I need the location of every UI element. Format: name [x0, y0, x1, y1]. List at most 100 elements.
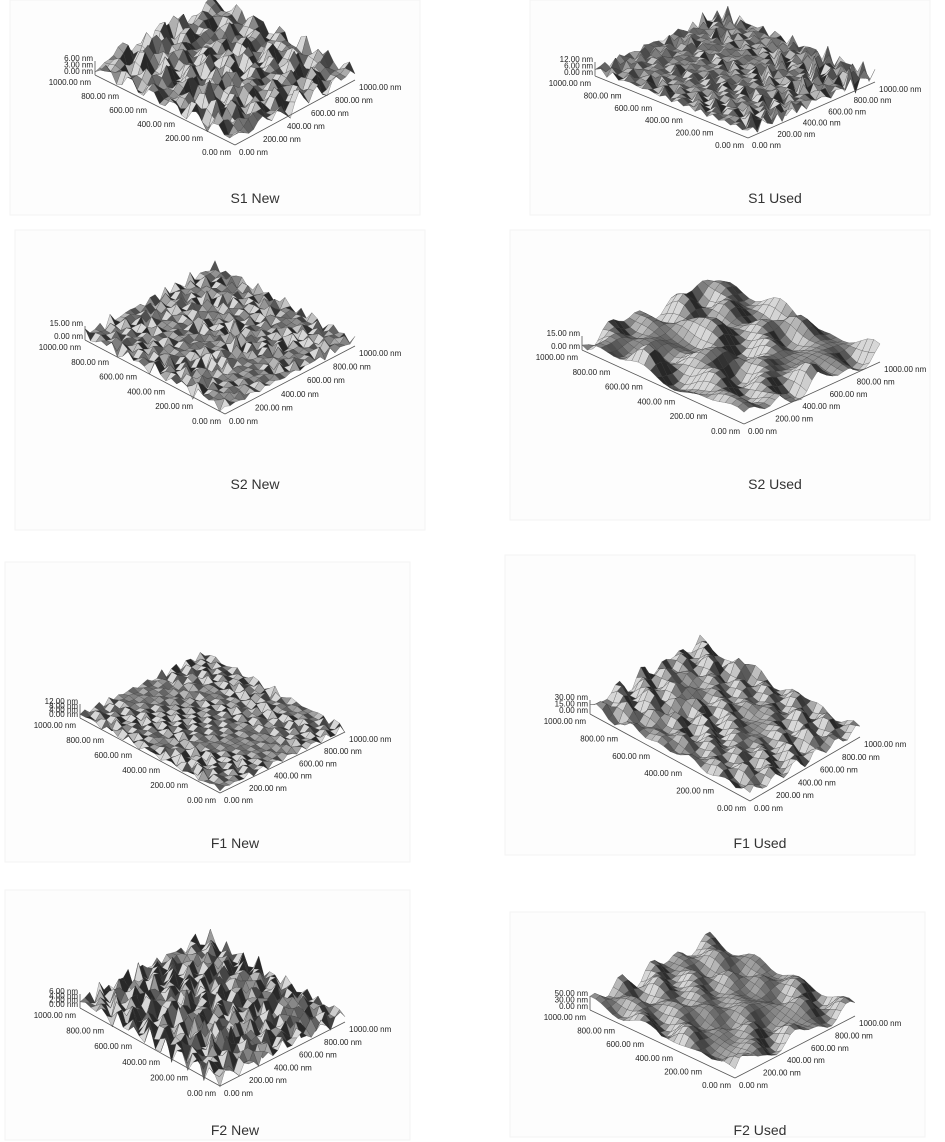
right-axis-label: 400.00 nm: [802, 402, 840, 411]
right-axis-label: 400.00 nm: [281, 390, 319, 399]
left-axis-label: 400.00 nm: [645, 116, 683, 125]
right-axis-label: 1000.00 nm: [359, 349, 402, 358]
left-axis-label: 0.00 nm: [187, 796, 216, 805]
left-axis-label: 600.00 nm: [94, 1042, 132, 1051]
right-axis-label: 800.00 nm: [324, 1038, 362, 1047]
left-axis-label: 200.00 nm: [150, 781, 188, 790]
left-axis-label: 0.00 nm: [187, 1089, 216, 1098]
panel-caption: S2 New: [230, 476, 280, 492]
left-axis-label: 600.00 nm: [99, 373, 137, 382]
z-axis-label: 0.00 nm: [559, 706, 588, 715]
right-axis-label: 200.00 nm: [776, 791, 814, 800]
right-axis-label: 400.00 nm: [798, 778, 836, 787]
left-axis-label: 200.00 nm: [165, 134, 203, 143]
left-axis-label: 800.00 nm: [81, 92, 119, 101]
right-axis-label: 200.00 nm: [777, 130, 815, 139]
left-axis-label: 800.00 nm: [580, 734, 618, 743]
afm-panel: 1000.00 nm800.00 nm600.00 nm400.00 nm200…: [510, 912, 925, 1138]
left-axis-label: 1000.00 nm: [34, 721, 77, 730]
left-axis-label: 0.00 nm: [711, 427, 740, 436]
left-axis-label: 800.00 nm: [66, 1027, 104, 1036]
afm-panel: 1000.00 nm 800.00 nm 600.00 nm 400.00 nm 200…: [5, 562, 410, 862]
right-axis-label: 0.00 nm: [754, 804, 783, 813]
z-axis-label: 0.00 nm: [49, 710, 78, 719]
right-axis-label: 200.00 nm: [775, 415, 813, 424]
panel-caption: F2 New: [211, 1122, 260, 1138]
right-axis-label: 600.00 nm: [307, 376, 345, 385]
left-axis-label: 800.00 nm: [573, 368, 611, 377]
afm-panel: 1000.00 nm 800.00 nm 600.00 nm 400.00 nm 200…: [505, 555, 915, 855]
afm-panel: 1000.00 nm 800.00 nm 600.00 nm 400.00 nm 200…: [15, 230, 425, 530]
left-axis-label: 400.00 nm: [122, 766, 160, 775]
right-axis-label: 1000.00 nm: [864, 740, 907, 749]
right-axis-label: 200.00 nm: [249, 1076, 287, 1085]
right-axis-label: 0.00 nm: [239, 148, 268, 157]
right-axis-label: 0.00 nm: [224, 1089, 253, 1098]
right-axis-label: 1000.00 nm: [349, 735, 392, 744]
z-axis-label: 0.00 nm: [551, 342, 580, 351]
left-axis-label: 200.00 nm: [155, 402, 193, 411]
left-axis-label: 200.00 nm: [676, 787, 714, 796]
afm-panel: 1000.00 nm 800.00 nm 600.00 nm 400.00 nm 200…: [510, 230, 930, 520]
right-axis-label: 600.00 nm: [299, 759, 337, 768]
right-axis-label: 0.00 nm: [752, 141, 781, 150]
right-axis-label: 400.00 nm: [274, 772, 312, 781]
right-axis-label: 400.00 nm: [274, 1063, 312, 1072]
right-axis-label: 600.00 nm: [299, 1051, 337, 1060]
panel-caption: F1 New: [211, 835, 260, 851]
left-axis-label: 400.00 nm: [137, 120, 175, 129]
panel-caption: S1 Used: [748, 190, 802, 206]
right-axis-label: 400.00 nm: [803, 119, 841, 128]
left-axis-label: 400.00 nm: [644, 769, 682, 778]
right-axis-label: 600.00 nm: [828, 107, 866, 116]
panel-caption: S1 New: [230, 190, 280, 206]
right-axis-label: 1000.00 nm: [884, 365, 927, 374]
right-axis-label: 0.00 nm: [224, 796, 253, 805]
left-axis-label: 200.00 nm: [150, 1073, 188, 1082]
right-axis-label: 600.00 nm: [820, 766, 858, 775]
z-axis-label: 15.00 nm: [547, 329, 581, 338]
panel-caption: F1 Used: [734, 835, 787, 851]
right-axis-label: 200.00 nm: [249, 784, 287, 793]
left-axis-label: 0.00 nm: [202, 148, 231, 157]
left-axis-label: 600.00 nm: [614, 104, 652, 113]
right-axis-label: 400.00 nm: [287, 122, 325, 131]
left-axis-label: 200.00 nm: [670, 412, 708, 421]
right-axis-label: 600.00 nm: [830, 390, 868, 399]
left-axis-label: 600.00 nm: [612, 752, 650, 761]
afm-panel: 1000.00 nm800.00 nm600.00 nm400.00 nm200…: [530, 0, 930, 215]
z-axis-label: 0.00 nm: [64, 67, 93, 76]
left-axis-label: 600.00 nm: [94, 751, 132, 760]
left-axis-label: 400.00 nm: [122, 1058, 160, 1067]
right-axis-label: 0.00 nm: [229, 417, 258, 426]
right-axis-label: 200.00 nm: [263, 135, 301, 144]
right-axis-label: 800.00 nm: [842, 753, 880, 762]
left-axis-label: 0.00 nm: [717, 804, 746, 813]
left-axis-label: 1000.00 nm: [34, 1011, 77, 1020]
z-axis-label: 0.00 nm: [54, 332, 83, 341]
right-axis-label: 1000.00 nm: [359, 83, 402, 92]
right-axis-label: 1000.00 nm: [349, 1025, 392, 1034]
right-axis-label: 0.00 nm: [748, 427, 777, 436]
left-axis-label: 800.00 nm: [71, 358, 109, 367]
z-axis-label: 0.00 nm: [49, 1000, 78, 1009]
left-axis-label: 600.00 nm: [109, 106, 147, 115]
left-axis-label: 1000.00 nm: [544, 717, 587, 726]
left-axis-label: 400.00 nm: [127, 387, 165, 396]
left-axis-label: 1000.00 nm: [49, 78, 92, 87]
left-axis-label: 1000.00 nm: [536, 353, 579, 362]
left-axis-label: 1000.00 nm: [39, 343, 82, 352]
right-axis-label: 200.00 nm: [255, 403, 293, 412]
right-axis-label: 600.00 nm: [311, 109, 349, 118]
right-axis-label: 800.00 nm: [335, 96, 373, 105]
figure: 1000.00 nm 800.00 nm 600.00 nm 400.00 nm 200…: [0, 0, 945, 1142]
left-axis-label: 400.00 nm: [637, 397, 675, 406]
left-axis-label: 800.00 nm: [584, 91, 622, 100]
right-axis-label: 800.00 nm: [324, 747, 362, 756]
z-axis-label: 0.00 nm: [564, 68, 593, 77]
left-axis-label: 600.00 nm: [605, 383, 643, 392]
right-axis-label: 800.00 nm: [333, 363, 371, 372]
afm-panel: 1000.00 nm 800.00 nm 600.00 nm 400.00 nm 200…: [5, 890, 410, 1140]
right-axis-label: 800.00 nm: [854, 96, 892, 105]
panel-caption: S2 Used: [748, 476, 802, 492]
